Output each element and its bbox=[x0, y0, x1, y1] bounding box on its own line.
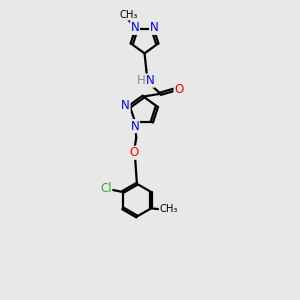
Text: N: N bbox=[146, 74, 154, 87]
Text: O: O bbox=[174, 83, 183, 96]
Text: CH₃: CH₃ bbox=[119, 10, 137, 20]
Text: CH₃: CH₃ bbox=[159, 204, 178, 214]
Text: Cl: Cl bbox=[100, 182, 112, 195]
Text: N: N bbox=[150, 21, 158, 34]
Text: N: N bbox=[131, 21, 140, 34]
Text: N: N bbox=[131, 120, 140, 133]
Text: O: O bbox=[130, 146, 139, 159]
Text: H: H bbox=[137, 74, 146, 87]
Text: N: N bbox=[121, 99, 130, 112]
